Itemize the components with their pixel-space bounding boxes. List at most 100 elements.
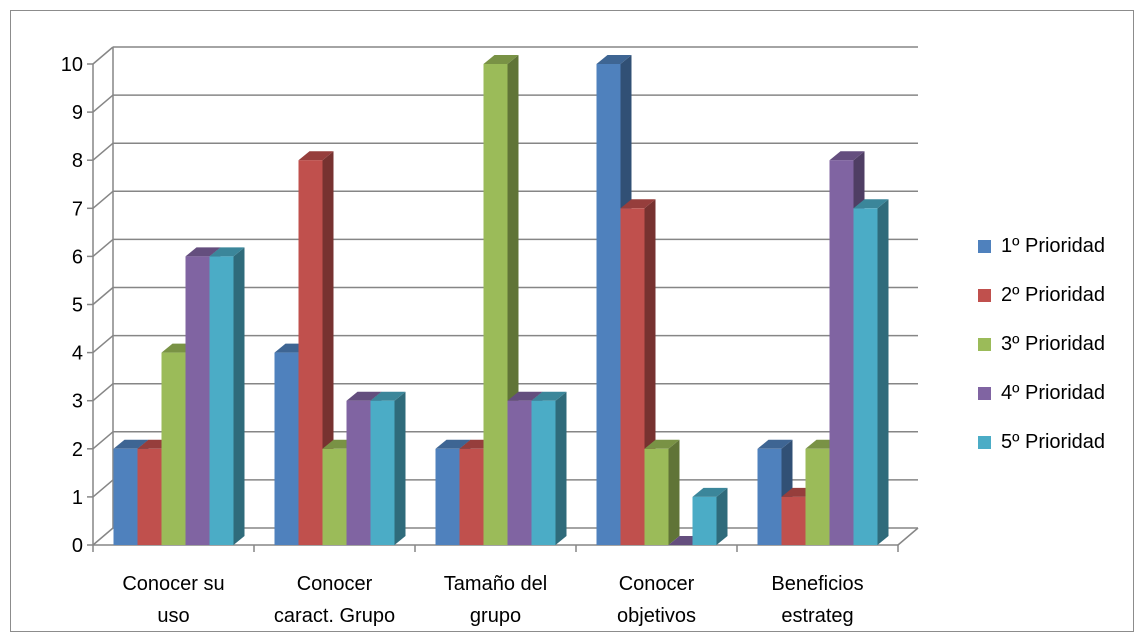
bar-front (531, 400, 556, 545)
x-tick-label: objetivos (617, 605, 696, 627)
bar-front (161, 352, 186, 545)
bar-front (757, 448, 782, 545)
x-tick-label: Conocer su (122, 573, 224, 595)
legend-label: 5º Prioridad (1001, 431, 1106, 453)
x-tick-label: grupo (470, 605, 521, 627)
bar-top (829, 151, 865, 161)
bar (644, 439, 680, 545)
y-tick-label: 6 (72, 246, 83, 268)
bar-top (346, 391, 382, 401)
bar-front (620, 208, 645, 546)
y-tick-label: 1 (72, 487, 83, 509)
gridline-side (92, 46, 114, 65)
x-tick-label: Beneficios (771, 573, 863, 595)
bar-front (185, 256, 210, 545)
x-tick-label: estrateg (781, 605, 853, 627)
legend-swatch (978, 436, 991, 449)
legend-swatch (978, 338, 991, 351)
bar-top (298, 151, 334, 161)
bar-front (853, 208, 878, 546)
bar (757, 439, 793, 545)
legend-label: 4º Prioridad (1001, 382, 1106, 404)
y-tick-label: 2 (72, 439, 83, 461)
gridline-side (92, 190, 114, 209)
bar (209, 247, 245, 545)
gridline-side (92, 142, 114, 161)
bar-front (298, 160, 323, 545)
legend-item: 2º Prioridad (978, 271, 1138, 320)
floor-edge (897, 527, 919, 546)
y-tick-label: 8 (72, 150, 83, 172)
bar-side (233, 247, 245, 545)
y-tick-label: 3 (72, 391, 83, 413)
x-tick-label: Conocer (297, 573, 373, 595)
bar-front (274, 352, 299, 545)
bar-front (459, 448, 484, 545)
gridline-side (92, 286, 114, 306)
gridline-side (92, 383, 114, 402)
legend-swatch (978, 387, 991, 400)
bar-front (346, 400, 371, 545)
bar-front (829, 160, 854, 545)
bar-top (531, 391, 567, 401)
bar-front (435, 448, 460, 545)
bar-top (620, 199, 656, 209)
legend-item: 1º Prioridad (978, 222, 1138, 271)
bar-top (185, 247, 221, 257)
bar-top (596, 55, 632, 64)
legend-label: 3º Prioridad (1001, 333, 1106, 355)
legend-item: 5º Prioridad (978, 418, 1138, 467)
legend-label: 1º Prioridad (1001, 235, 1106, 257)
bar-top (113, 439, 149, 449)
y-tick-label: 5 (72, 295, 83, 317)
bar (322, 439, 358, 545)
bar-front (113, 448, 138, 545)
bar (692, 487, 728, 545)
y-tick-label: 10 (61, 54, 83, 76)
bar-front (209, 256, 234, 545)
legend-label: 2º Prioridad (1001, 284, 1106, 306)
y-tick-label: 9 (72, 102, 83, 124)
y-tick-label: 0 (72, 535, 83, 557)
gridline-side (92, 431, 114, 450)
bar-side (668, 439, 680, 545)
bar (370, 391, 406, 545)
chart-legend: 1º Prioridad 2º Prioridad 3º Prioridad 4º P… (978, 222, 1138, 467)
bar-top (435, 439, 471, 449)
bar-side (555, 391, 567, 545)
gridline-side (92, 479, 114, 498)
legend-swatch (978, 289, 991, 302)
bar-front (596, 64, 621, 545)
bar-front (805, 448, 830, 545)
gridline-side (92, 94, 114, 113)
bar-top (692, 487, 728, 497)
bar-top (370, 391, 406, 401)
bar-side (716, 487, 728, 545)
bar-top (853, 199, 889, 209)
bar-side (877, 199, 889, 546)
x-tick-label: caract. Grupo (274, 605, 395, 627)
gridline-side (92, 238, 114, 257)
y-tick-label: 4 (72, 343, 83, 365)
bar-top (483, 55, 519, 64)
legend-item: 4º Prioridad (978, 369, 1138, 418)
bar-front (322, 448, 347, 545)
x-tick-label: Conocer (619, 573, 695, 595)
bar (531, 391, 567, 545)
bar-front (507, 400, 532, 545)
bar-top (507, 391, 543, 401)
bar-front (483, 64, 508, 545)
legend-swatch (978, 240, 991, 253)
bar (853, 199, 889, 546)
bar-top (757, 439, 793, 449)
bar-side (394, 391, 406, 545)
bar-front (781, 496, 806, 545)
bar-front (692, 496, 717, 545)
x-tick-label: uso (157, 605, 189, 627)
bar-front (644, 448, 669, 545)
bar-top (644, 439, 680, 449)
gridline-side (92, 335, 114, 354)
bar-front (137, 448, 162, 545)
gridline-side (92, 527, 114, 546)
